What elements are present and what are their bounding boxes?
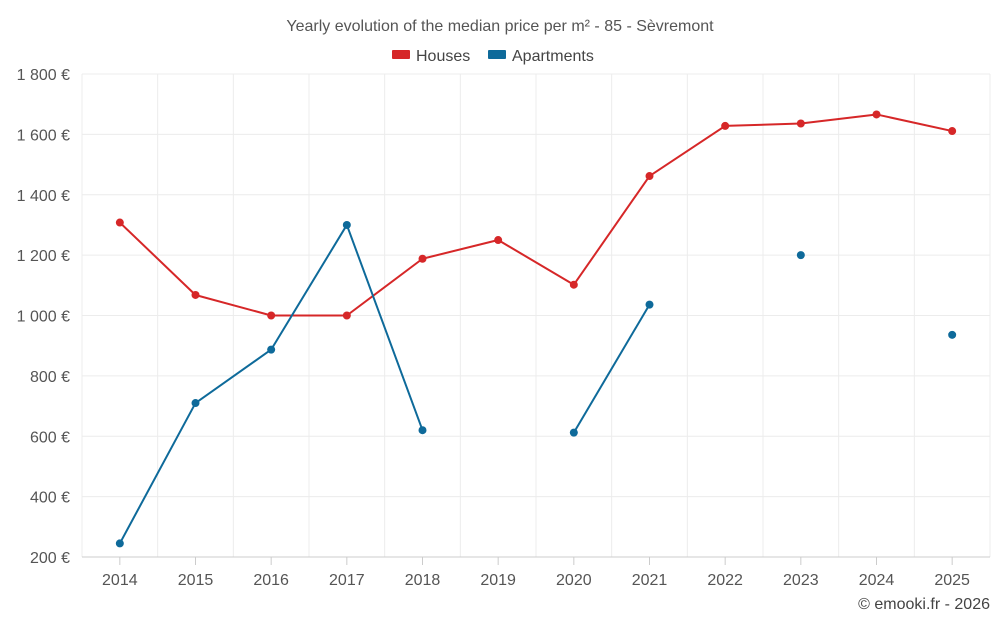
data-point-houses[interactable] — [645, 172, 654, 181]
x-tick-label: 2024 — [859, 572, 895, 589]
credit-text: © emooki.fr - 2026 — [858, 596, 990, 613]
series-line-houses — [119, 113, 953, 317]
y-tick-label: 1 000 € — [17, 309, 70, 326]
legend[interactable]: Houses Apartments — [392, 48, 594, 65]
x-tick-label: 2021 — [632, 572, 668, 589]
data-point-houses[interactable] — [418, 254, 427, 263]
data-point-apartments[interactable] — [796, 251, 805, 260]
series-line-apartments — [118, 223, 424, 544]
data-point-apartments[interactable] — [948, 330, 957, 339]
y-tick-label: 1 600 € — [17, 127, 70, 144]
data-point-apartments[interactable] — [418, 426, 427, 435]
data-point-houses[interactable] — [342, 311, 351, 320]
y-tick-label: 1 200 € — [17, 248, 70, 265]
x-tick-label: 2014 — [102, 572, 138, 589]
y-tick-label: 800 € — [30, 369, 70, 386]
x-axis-ticks: 2014 2015 2016 2017 2018 2019 2020 2021 2022 2023… — [102, 557, 970, 589]
x-tick-label: 2025 — [934, 572, 970, 589]
y-tick-label: 1 400 € — [17, 188, 70, 205]
legend-swatch-houses — [392, 50, 410, 59]
data-point-houses[interactable] — [569, 280, 578, 289]
legend-label-apartments: Apartments — [512, 48, 594, 65]
x-tick-label: 2018 — [405, 572, 441, 589]
grid — [81, 73, 991, 558]
data-point-apartments[interactable] — [115, 539, 124, 548]
data-point-houses[interactable] — [948, 127, 957, 136]
y-tick-label: 600 € — [30, 429, 70, 446]
x-tick-label: 2017 — [329, 572, 365, 589]
data-point-apartments[interactable] — [267, 345, 276, 354]
y-tick-label: 200 € — [30, 550, 70, 567]
data-point-houses[interactable] — [796, 119, 805, 128]
data-point-apartments[interactable] — [645, 300, 654, 309]
data-point-houses[interactable] — [191, 290, 200, 299]
series-line-apartments — [572, 304, 651, 434]
y-tick-label: 1 800 € — [17, 67, 70, 84]
legend-label-houses: Houses — [416, 48, 470, 65]
x-tick-label: 2019 — [480, 572, 516, 589]
data-point-houses[interactable] — [115, 218, 124, 227]
data-point-houses[interactable] — [494, 236, 503, 245]
legend-swatch-apartments — [488, 50, 506, 59]
data-point-apartments[interactable] — [342, 220, 351, 229]
y-tick-label: 400 € — [30, 490, 70, 507]
x-tick-label: 2015 — [178, 572, 214, 589]
data-point-houses[interactable] — [872, 110, 881, 119]
data-point-houses[interactable] — [721, 121, 730, 130]
x-tick-label: 2023 — [783, 572, 819, 589]
data-point-apartments[interactable] — [191, 399, 200, 408]
y-axis-ticks: 200 € 400 € 600 € 800 € 1 000 € 1 200 € 1 400 … — [17, 67, 70, 567]
legend-item-houses[interactable]: Houses — [392, 48, 470, 65]
chart-title: Yearly evolution of the median price per… — [286, 18, 714, 35]
series-points — [115, 110, 957, 548]
x-tick-label: 2022 — [707, 572, 743, 589]
x-tick-label: 2020 — [556, 572, 592, 589]
data-point-houses[interactable] — [267, 311, 276, 320]
data-point-apartments[interactable] — [569, 428, 578, 437]
x-tick-label: 2016 — [253, 572, 289, 589]
legend-item-apartments[interactable]: Apartments — [488, 48, 594, 65]
